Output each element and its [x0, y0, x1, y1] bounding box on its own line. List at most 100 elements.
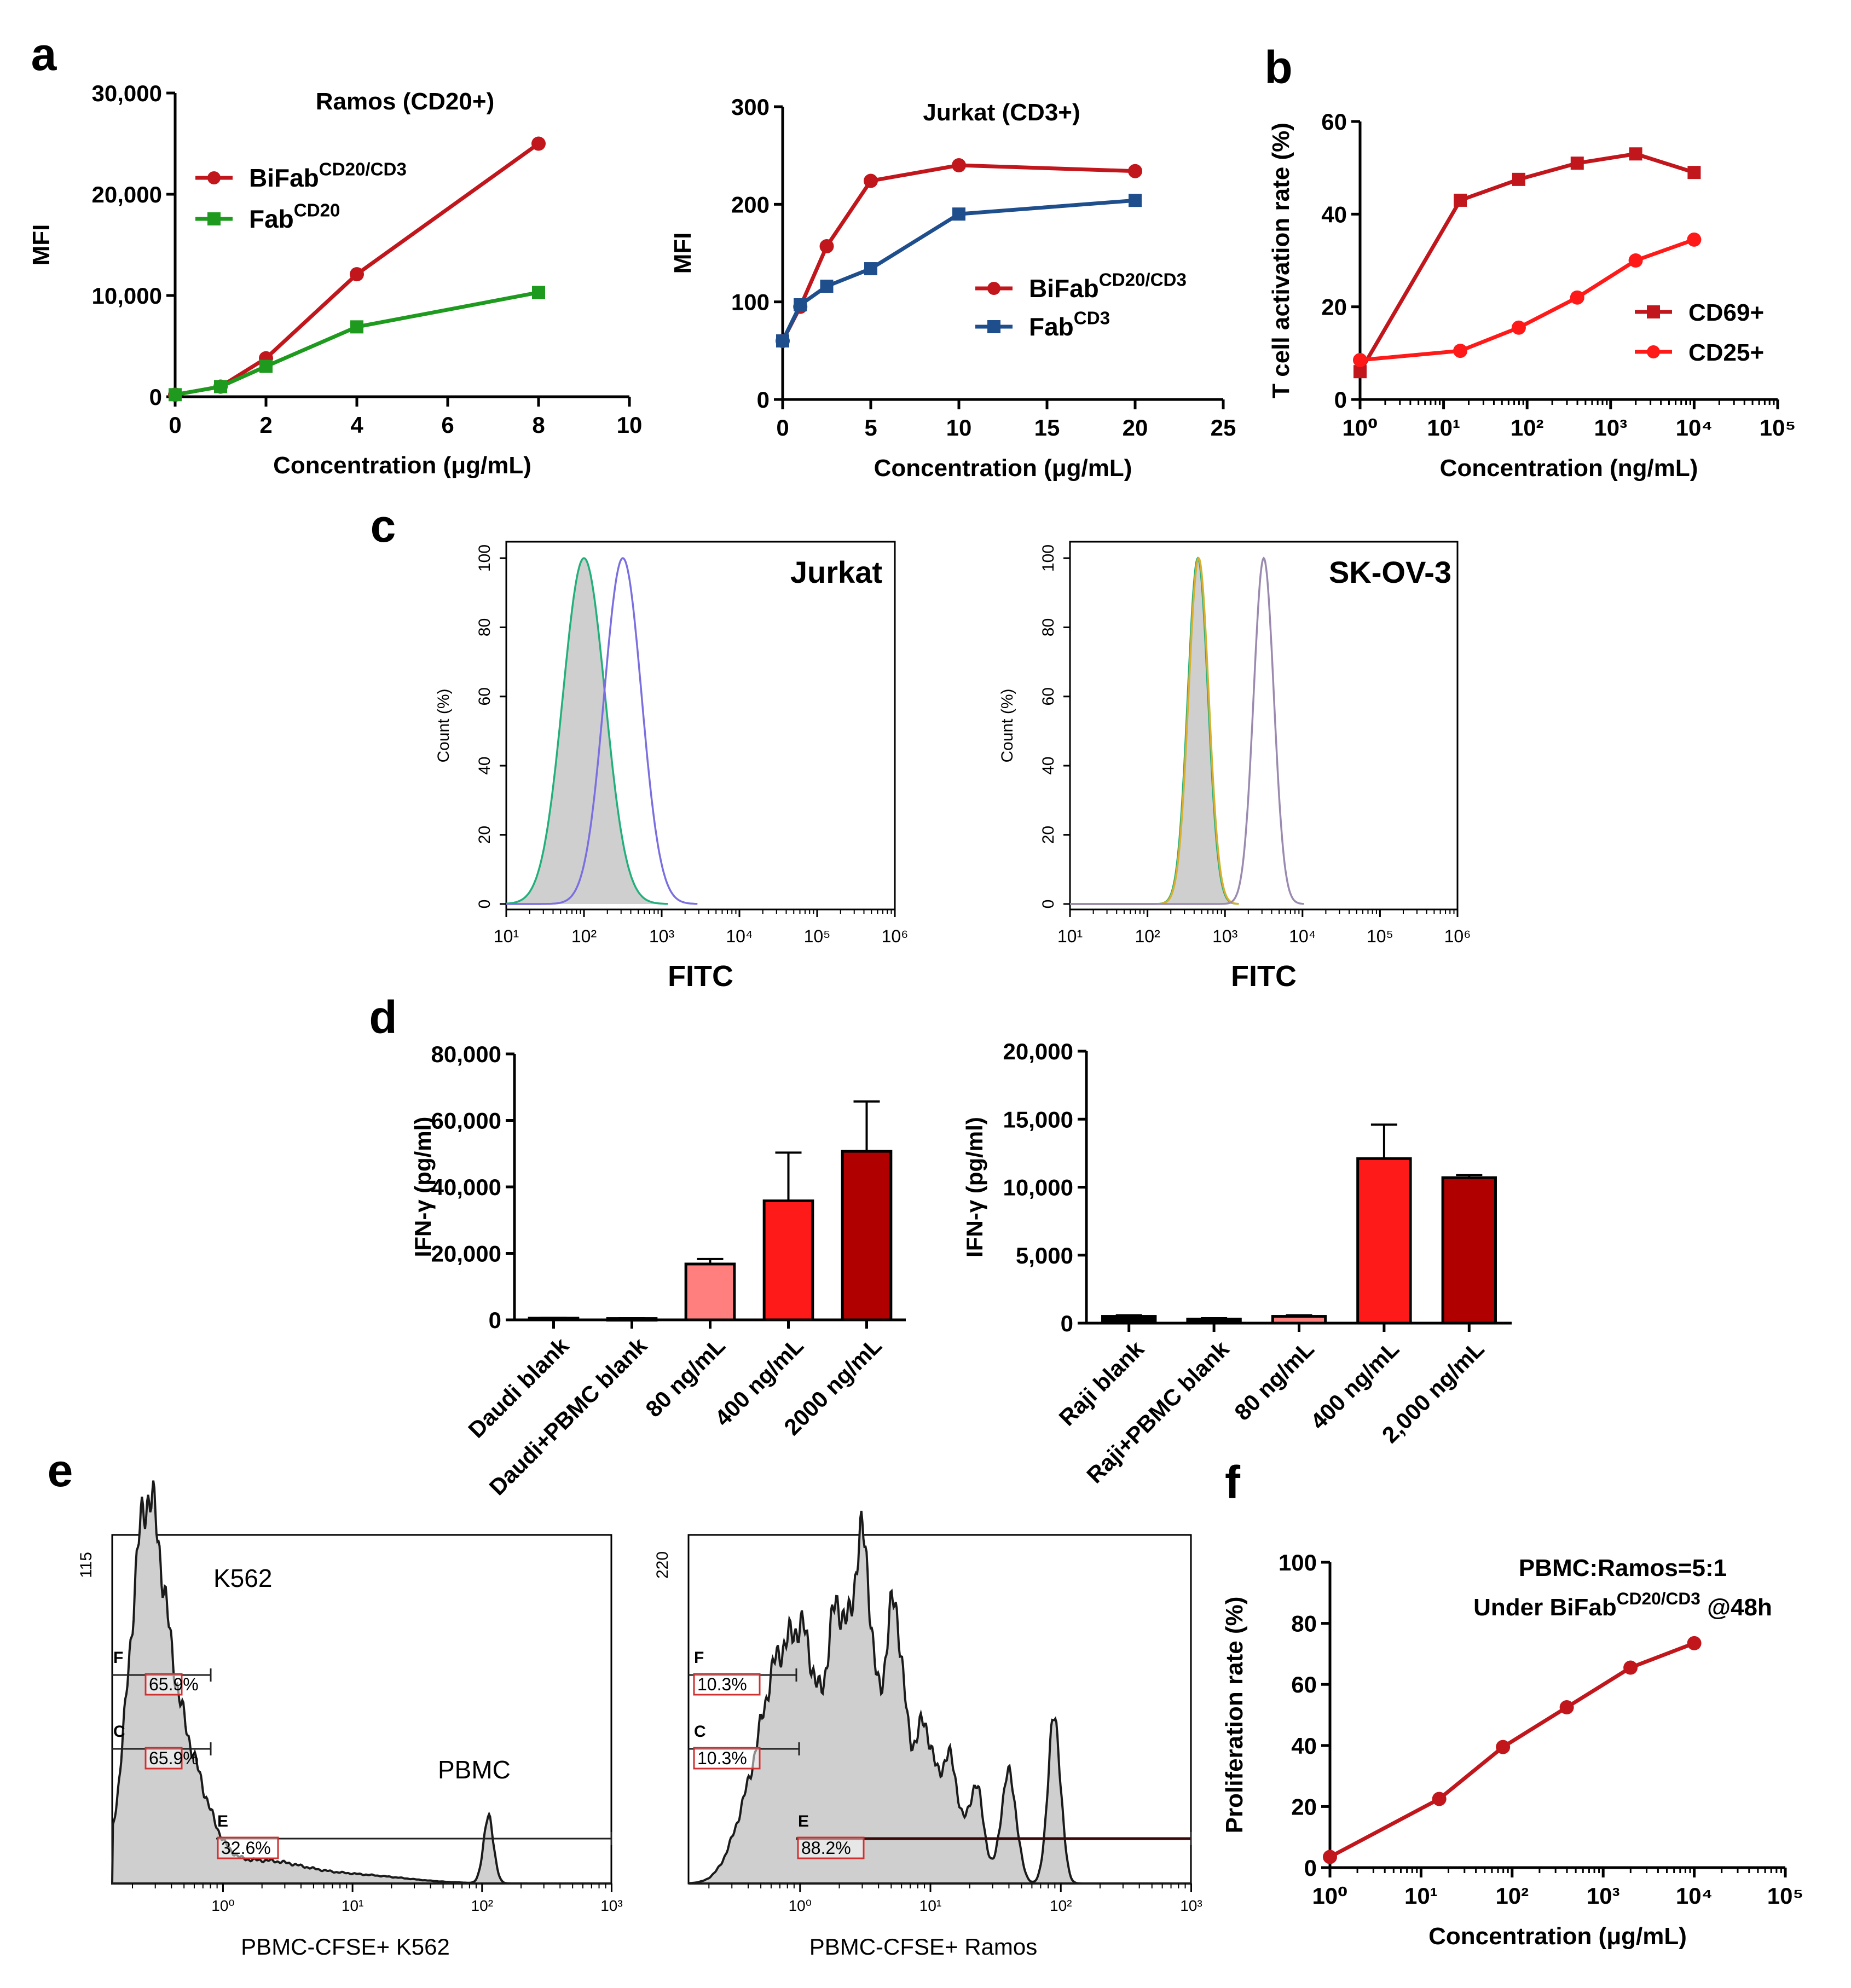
- y-tick-label: 0: [1304, 1855, 1317, 1881]
- x-tick-label: 20: [1123, 415, 1148, 441]
- y-tick-label: 100: [476, 544, 494, 572]
- gate-percent: 88.2%: [801, 1838, 851, 1858]
- data-point: [1512, 172, 1525, 186]
- x-tick-label: 10⁰: [211, 1897, 234, 1914]
- y-tick-label: 40: [476, 757, 494, 775]
- x-tick-label: 10¹: [1404, 1883, 1438, 1909]
- plot-frame: [1069, 541, 1459, 911]
- legend-label: FabCD20: [249, 200, 340, 233]
- legend-marker: [207, 212, 221, 225]
- y-tick-label: 80: [476, 618, 494, 636]
- x-tick-label: 10²: [1511, 415, 1544, 441]
- y-tick-label: 0: [1039, 900, 1057, 909]
- y-tick-label: 60: [476, 687, 494, 705]
- gate-letter: F: [694, 1649, 704, 1667]
- data-point: [1629, 147, 1642, 161]
- sample-label: SK-OV-3: [1329, 555, 1451, 589]
- bar: [1186, 1318, 1242, 1325]
- x-tick-label: 10⁰: [1342, 415, 1378, 441]
- bar: [762, 1199, 814, 1322]
- y-tick-label: 10,000: [1003, 1175, 1073, 1201]
- x-tick-label: 10²: [1495, 1883, 1529, 1909]
- y-tick-label: 20,000: [1003, 1039, 1073, 1064]
- panel-label-e: e: [48, 1445, 73, 1496]
- label-superscript: CD20: [294, 200, 340, 221]
- gate-label-box: [797, 1836, 865, 1859]
- x-tick-label: 10⁴: [1289, 926, 1316, 946]
- histogram-fill: [1070, 558, 1239, 904]
- y-tick-label: 80,000: [431, 1041, 501, 1067]
- y-tick-label: 5,000: [1016, 1243, 1073, 1268]
- legend-label: FabCD3: [1029, 308, 1110, 341]
- gate-label-box: [693, 1747, 761, 1770]
- label-base: BiFab: [249, 164, 319, 192]
- data-point: [350, 320, 363, 334]
- y-tick-label: 0: [757, 387, 770, 413]
- category-label: 80 ng/mL: [1229, 1336, 1319, 1425]
- histogram-fill: [506, 558, 668, 904]
- data-point: [259, 360, 273, 373]
- data-point: [169, 388, 182, 402]
- x-tick-label: 10⁴: [1676, 1883, 1713, 1909]
- y-tick-label: 40: [1321, 201, 1347, 227]
- data-point: [1570, 290, 1584, 305]
- category-label: Daudi+PBMC blank: [484, 1332, 652, 1500]
- series-line: [1360, 237, 1695, 362]
- x-tick-label: 10⁰: [789, 1897, 812, 1914]
- gate-percent: 65.9%: [149, 1674, 199, 1694]
- data-point: [1623, 1660, 1638, 1675]
- data-point: [776, 334, 789, 347]
- y-axis-label: Proliferation rate (%): [1221, 1597, 1248, 1834]
- legend-marker: [987, 282, 1000, 295]
- y-tick-label: 100: [1279, 1550, 1317, 1575]
- y-tick-label: 20,000: [431, 1241, 501, 1267]
- y-tick-label: 20: [476, 826, 494, 844]
- x-axis-label: Concentration (μg/mL): [273, 452, 531, 479]
- data-point: [1353, 365, 1367, 379]
- histogram-skov3-fitc: 0 20 40 60 80 100 10¹ 10² 10³ 10⁴ 10⁵ 10⁶ Count (%) F…: [998, 541, 1471, 993]
- chart-proliferation-rate: 0 20 40 60 80 100 10⁰ 10¹ 10² 10³ 10⁴ 10⁵ Concentrat…: [1221, 1550, 1803, 1950]
- gate-label-box: [693, 1673, 761, 1696]
- data-point: [1628, 253, 1643, 268]
- label-base: Under BiFab: [1473, 1594, 1617, 1621]
- histogram-cfse-k562: 115 10⁰ 10¹ 10² 10³ PBMC-CFSE+ K562 F 65.9% C 65.…: [77, 1480, 623, 1960]
- x-tick-label: 10³: [1212, 926, 1238, 946]
- bar: [1101, 1315, 1157, 1325]
- data-point: [864, 173, 878, 188]
- x-tick-label: 0: [169, 412, 181, 438]
- annotation-label: K562: [213, 1564, 272, 1592]
- data-point: [531, 136, 546, 151]
- y-tick-label: 40,000: [431, 1174, 501, 1200]
- y-tick-label: 40: [1039, 757, 1057, 775]
- y-tick-label: 40: [1291, 1733, 1317, 1759]
- y-tick-label: 60: [1321, 109, 1347, 135]
- gate-label-box: [144, 1747, 183, 1770]
- x-axis-label: Concentration (ng/mL): [1440, 455, 1698, 482]
- y-tick-label: 100: [1039, 544, 1057, 572]
- x-axis-label: Concentration (μg/mL): [1428, 1923, 1687, 1950]
- chart-title: Ramos (CD20+): [316, 88, 494, 115]
- y-tick-label: 0: [489, 1307, 501, 1333]
- chart-title-line2: Under BiFabCD20/CD3 @48h: [1473, 1589, 1772, 1621]
- y-tick-label: 0: [1334, 387, 1347, 413]
- chart-title: Jurkat (CD3+): [923, 99, 1080, 126]
- y-tick-label: 60,000: [431, 1108, 501, 1134]
- gate-percent: 10.3%: [697, 1748, 747, 1768]
- x-tick-label: 10¹: [342, 1897, 363, 1914]
- data-point: [864, 262, 877, 276]
- bar: [841, 1150, 893, 1322]
- x-tick-label: 10²: [1135, 926, 1160, 946]
- data-point: [794, 298, 807, 312]
- y-tick-label: 30,000: [92, 80, 162, 106]
- gate-letter: F: [113, 1649, 123, 1667]
- category-label: Raji+PBMC blank: [1081, 1336, 1234, 1488]
- sample-label: Jurkat: [790, 555, 882, 589]
- data-point: [1353, 353, 1367, 368]
- y-max-label: 220: [653, 1551, 672, 1579]
- panel-label-c: c: [371, 500, 396, 552]
- histogram-curve: [506, 557, 698, 905]
- legend-label: BiFabCD20/CD3: [1029, 270, 1187, 303]
- x-tick-label: 10²: [471, 1897, 493, 1914]
- gate-letter: C: [694, 1723, 706, 1741]
- legend-marker: [1647, 345, 1660, 358]
